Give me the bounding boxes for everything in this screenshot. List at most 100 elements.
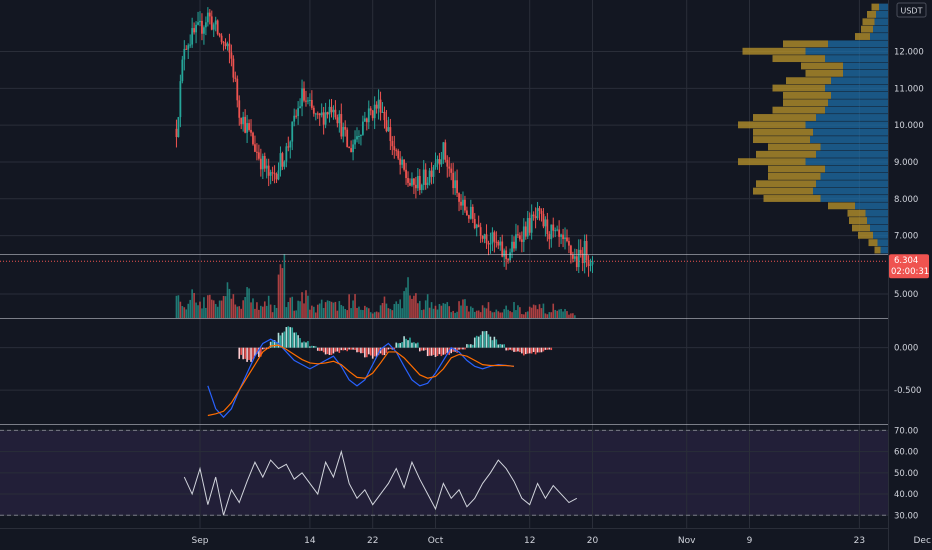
candle-body bbox=[517, 234, 519, 236]
volume-bar bbox=[238, 306, 241, 318]
macd-histogram-bar bbox=[526, 347, 529, 354]
candle-body bbox=[332, 109, 335, 113]
macd-histogram-bar bbox=[246, 347, 248, 362]
macd-histogram-bar bbox=[483, 331, 486, 348]
candle-body bbox=[248, 123, 250, 130]
macd-histogram-bar bbox=[468, 344, 470, 348]
candle-body bbox=[301, 88, 303, 107]
volume-bar bbox=[277, 274, 280, 318]
vp-down-bar bbox=[874, 246, 881, 254]
candle-body bbox=[515, 234, 517, 249]
macd-histogram-bar bbox=[507, 347, 509, 351]
macd-histogram-bar bbox=[489, 336, 492, 348]
candle-body bbox=[334, 109, 337, 118]
candle-body bbox=[395, 150, 398, 152]
candle-body bbox=[214, 20, 217, 25]
macd-histogram-bar bbox=[334, 347, 337, 352]
volume-bar bbox=[379, 305, 382, 318]
volume-bar bbox=[356, 307, 358, 318]
candle-body bbox=[550, 224, 553, 240]
time-scale-background[interactable] bbox=[0, 528, 888, 550]
volume-bar bbox=[552, 303, 555, 318]
y-tick-label: 9.000 bbox=[894, 158, 918, 168]
candle-body bbox=[391, 141, 394, 147]
macd-histogram-bar bbox=[540, 347, 543, 353]
candle-body bbox=[520, 239, 523, 242]
y-tick-label: 0.000 bbox=[894, 344, 918, 354]
candle-body bbox=[191, 28, 194, 45]
volume-bar bbox=[503, 309, 505, 318]
volume-bar bbox=[519, 307, 521, 318]
macd-histogram-bar bbox=[309, 346, 311, 348]
macd-histogram-bar bbox=[366, 347, 368, 358]
x-tick-label: Oct bbox=[428, 536, 444, 546]
candle-body bbox=[181, 59, 184, 82]
macd-histogram-bar bbox=[438, 347, 441, 355]
candle-body bbox=[536, 208, 539, 219]
macd-histogram-bar bbox=[248, 347, 250, 360]
volume-bar bbox=[252, 298, 254, 318]
volume-bar bbox=[424, 300, 427, 318]
macd-histogram-bar bbox=[471, 344, 474, 348]
volume-bar bbox=[309, 309, 311, 318]
volume-bar bbox=[436, 309, 439, 318]
y-tick-label: -0.500 bbox=[894, 386, 921, 396]
macd-histogram-bar bbox=[289, 327, 292, 348]
y-tick-label: 70.00 bbox=[894, 426, 918, 436]
volume-bar bbox=[568, 314, 570, 318]
candle-body bbox=[560, 234, 562, 237]
volume-bar bbox=[377, 312, 380, 318]
volume-bar bbox=[548, 312, 551, 318]
volume-bar bbox=[399, 299, 401, 318]
macd-histogram-bar bbox=[446, 347, 449, 354]
volume-bar bbox=[226, 282, 229, 318]
vp-up-bar bbox=[813, 187, 888, 195]
vp-up-bar bbox=[805, 158, 888, 166]
volume-bar bbox=[326, 300, 329, 318]
candle-body bbox=[481, 235, 484, 239]
volume-bar bbox=[501, 312, 504, 318]
candle-body bbox=[442, 142, 445, 160]
macd-histogram-bar bbox=[538, 347, 541, 353]
macd-histogram-bar bbox=[348, 347, 350, 350]
candle-body bbox=[228, 43, 231, 53]
candle-body bbox=[336, 117, 339, 124]
candle-body bbox=[195, 24, 197, 33]
currency-label[interactable]: USDT bbox=[896, 2, 927, 18]
volume-bar bbox=[240, 308, 243, 318]
candle-body bbox=[295, 115, 298, 117]
vp-down-bar bbox=[805, 69, 843, 77]
volume-bar bbox=[295, 310, 297, 318]
macd-histogram-bar bbox=[532, 347, 535, 352]
volume-bar bbox=[299, 301, 301, 318]
candle-body bbox=[430, 170, 433, 177]
volume-bar bbox=[546, 314, 549, 318]
candle-body bbox=[377, 99, 380, 109]
candle-body bbox=[479, 227, 482, 236]
candle-body bbox=[252, 132, 254, 145]
volume-bar bbox=[242, 300, 244, 318]
macd-histogram-bar bbox=[497, 344, 500, 348]
volume-bar bbox=[562, 311, 564, 318]
volume-bar bbox=[497, 311, 500, 318]
x-axis-tick-labels: Sep 14 22 Oct 12 20 Nov 9 23 Dec bbox=[192, 536, 931, 546]
candle-body bbox=[466, 210, 468, 216]
macd-histogram-bar bbox=[307, 341, 309, 348]
macd-line bbox=[207, 338, 515, 419]
y-tick-label: 10.000 bbox=[894, 121, 924, 131]
volume-bar bbox=[212, 300, 215, 318]
macd-histogram-bar bbox=[356, 347, 358, 353]
candle-body bbox=[281, 153, 284, 167]
candle-body bbox=[464, 199, 466, 211]
candle-body bbox=[222, 41, 225, 43]
macd-histogram-bar bbox=[523, 347, 525, 356]
candle-body bbox=[361, 121, 364, 135]
candle-body bbox=[316, 113, 319, 115]
volume-bar bbox=[318, 303, 321, 318]
x-tick-label: Dec bbox=[913, 536, 930, 546]
macd-histogram-bar bbox=[293, 332, 295, 348]
candle-body bbox=[405, 169, 407, 179]
candle-body bbox=[230, 52, 233, 59]
